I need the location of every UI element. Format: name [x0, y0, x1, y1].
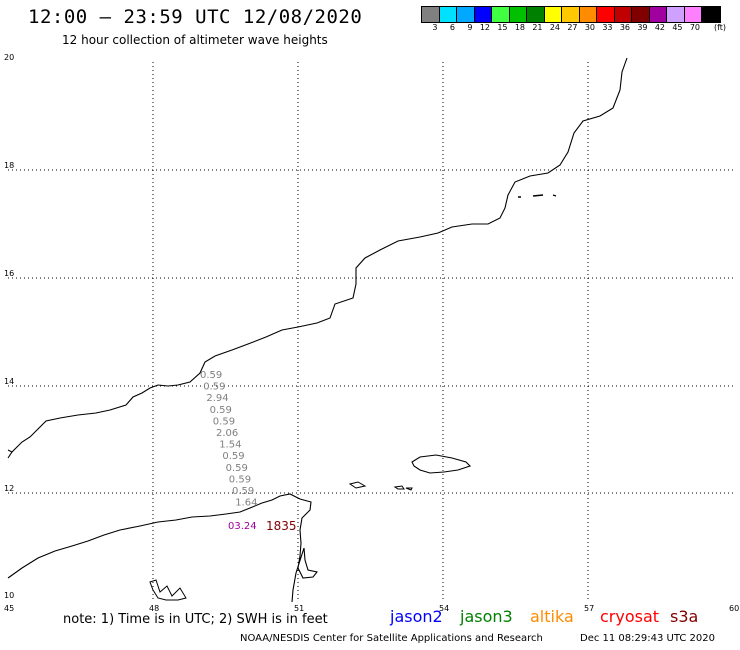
longitude-label: 45	[4, 604, 14, 613]
track-swh-value: 0.59	[226, 463, 248, 474]
legend-swatch	[562, 7, 580, 22]
legend-swatch	[667, 7, 685, 22]
legend-label: 70	[689, 23, 700, 32]
color-legend	[421, 6, 721, 23]
longitude-labels: 45 48 51 54 57 60	[4, 604, 739, 613]
small-island-1	[348, 481, 367, 489]
small-island-2	[393, 485, 405, 490]
legend-swatch	[702, 7, 720, 22]
generation-timestamp: Dec 11 08:29:43 UTC 2020	[580, 633, 715, 644]
lat-lon-grid	[8, 62, 735, 600]
map-title: 12:00 — 23:59 UTC 12/08/2020	[28, 6, 363, 28]
latitude-label: 10	[4, 591, 14, 600]
legend-label: 6	[449, 23, 455, 32]
altimeter-track: 0.590.592.940.590.592.061.540.590.590.59…	[200, 370, 257, 509]
credit-line: NOAA/NESDIS Center for Satellite Applica…	[240, 633, 543, 644]
coastline	[7, 57, 628, 459]
legend-label: 36	[619, 23, 630, 32]
track-swh-value: 1.64	[235, 498, 257, 509]
satellite-jason2: jason2	[390, 607, 443, 626]
legend-label: 3	[432, 23, 438, 32]
longitude-label: 48	[149, 604, 159, 613]
legend-label: 30	[584, 23, 595, 32]
satellite-altika: altika	[530, 607, 574, 626]
legend-label: 27	[567, 23, 578, 32]
coast-marker-left	[7, 449, 13, 453]
track-swh-value: 1.54	[219, 440, 241, 451]
satellite-s3a: s3a	[670, 607, 699, 626]
socotra-island	[411, 454, 472, 474]
small-island-3	[405, 487, 413, 491]
map-subtitle: 12 hour collection of altimeter wave hei…	[62, 33, 328, 47]
latitude-label: 14	[4, 377, 14, 386]
legend-swatch	[439, 7, 457, 22]
legend-swatch	[422, 7, 440, 22]
longitude-label: 51	[294, 604, 304, 613]
legend-swatch	[509, 7, 527, 22]
latitude-labels: 20 18 16 14 12 10	[4, 53, 14, 600]
latitude-label: 12	[4, 484, 14, 493]
legend-swatch	[492, 7, 510, 22]
legend-swatch	[527, 7, 545, 22]
legend-label: 21	[532, 23, 543, 32]
longitude-label: 54	[439, 604, 449, 613]
legend-swatch	[632, 7, 650, 22]
track-swh-value: 0.59	[210, 405, 232, 416]
legend-label: 12	[479, 23, 490, 32]
track-swh-value: 0.59	[229, 474, 251, 485]
latitude-label: 18	[4, 161, 14, 170]
small-island-4	[518, 194, 557, 198]
coastline-south	[7, 493, 318, 603]
legend-label: 18	[514, 23, 525, 32]
legend-label: 9	[467, 23, 473, 32]
legend-swatch	[649, 7, 667, 22]
legend-labels: 3 6 9 12 15 18 21 24 27 30 33 36 39 42 45 70	[421, 23, 701, 32]
satellite-cryosat: cryosat	[600, 607, 660, 626]
track-swh-value: 0.59	[213, 416, 235, 427]
latitude-label: 16	[4, 269, 14, 278]
legend-units: (ft)	[714, 23, 727, 32]
legend-label: 33	[602, 23, 613, 32]
legend-swatch	[684, 7, 702, 22]
pass-time-label: 1835	[266, 519, 297, 533]
longitude-label: 57	[584, 604, 594, 613]
track-swh-value: 2.06	[216, 428, 238, 439]
legend-label: 24	[549, 23, 560, 32]
track-swh-value: 0.59	[222, 451, 244, 462]
legend-swatch	[579, 7, 597, 22]
legend-label: 45	[672, 23, 683, 32]
legend-label: 42	[654, 23, 665, 32]
coastline-bottom	[149, 579, 187, 601]
latitude-label: 20	[4, 53, 14, 62]
longitude-label: 60	[729, 604, 739, 613]
track-swh-value: 0.59	[200, 370, 222, 381]
legend-label: 39	[637, 23, 648, 32]
legend-swatch	[614, 7, 632, 22]
footer-note: note: 1) Time is in UTC; 2) SWH is in fe…	[63, 612, 328, 627]
satellite-jason3: jason3	[460, 607, 513, 626]
track-overlap-label: 03.24	[228, 521, 257, 532]
legend-swatch	[474, 7, 492, 22]
track-swh-value: 0.59	[232, 486, 254, 497]
legend-swatch	[544, 7, 562, 22]
legend-swatch	[597, 7, 615, 22]
track-swh-value: 2.94	[206, 393, 228, 404]
legend-swatch	[457, 7, 475, 22]
legend-label: 15	[497, 23, 508, 32]
track-swh-value: 0.59	[203, 382, 225, 393]
